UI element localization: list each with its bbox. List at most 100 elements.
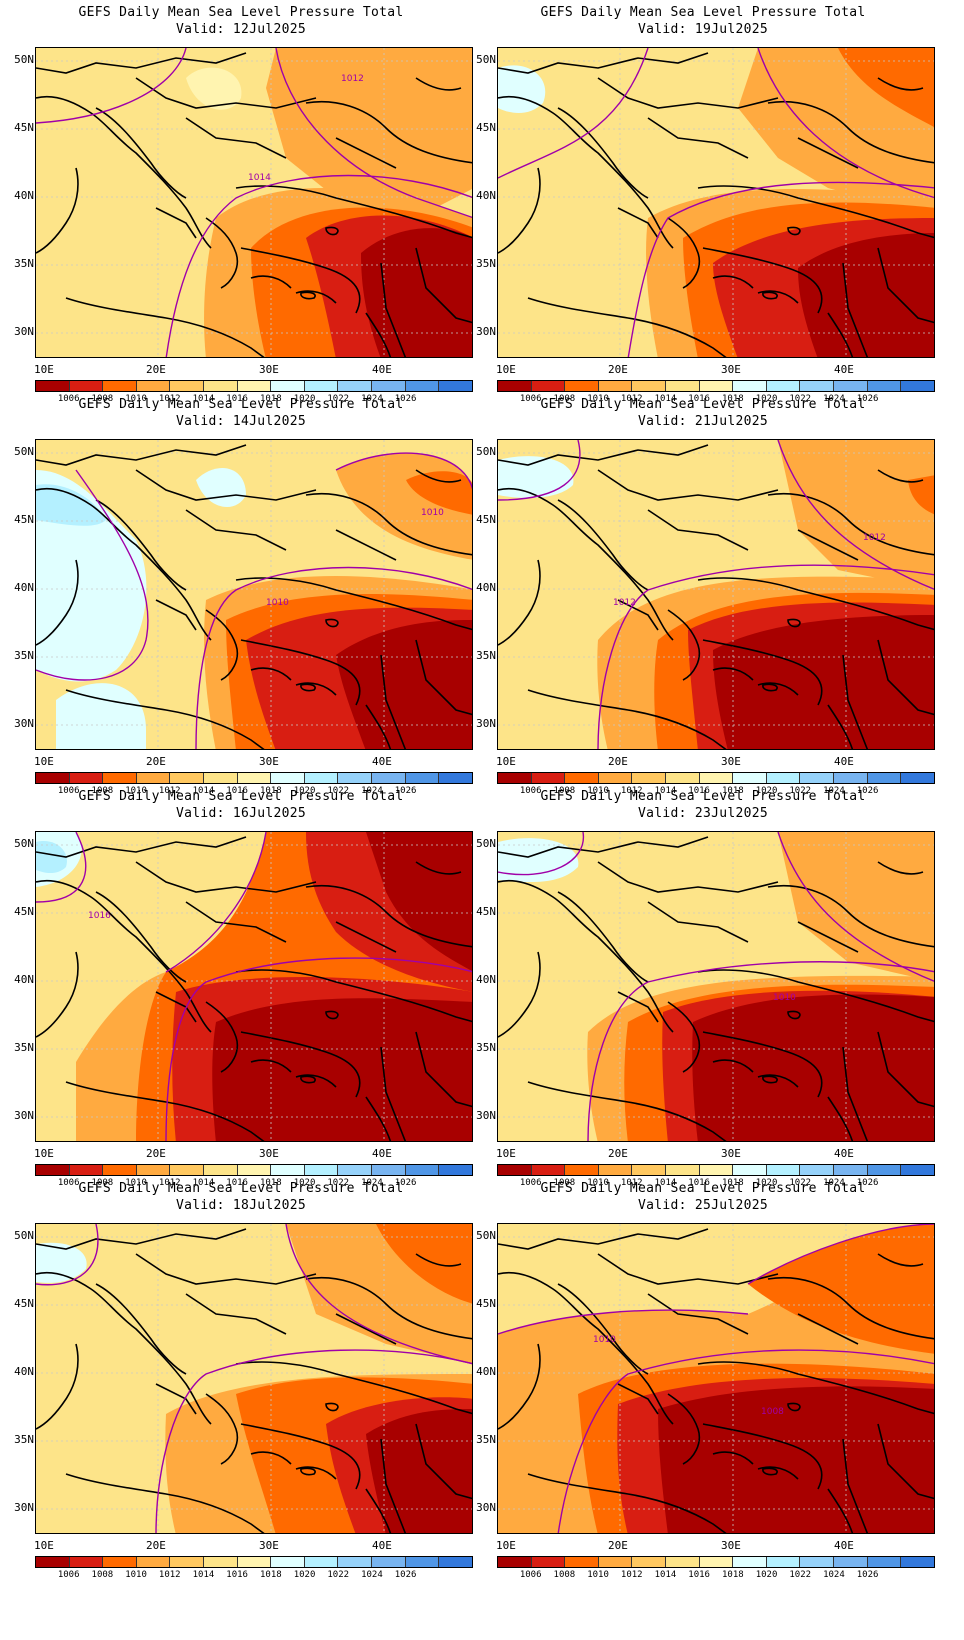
colorbar-swatch [733, 1165, 767, 1175]
coastline [498, 167, 541, 254]
colorbar-swatch [439, 1165, 472, 1175]
pressure-map [35, 1223, 473, 1534]
colorbar-swatch [271, 773, 305, 783]
colorbar-label: 1024 [823, 394, 845, 404]
map-panel: GEFS Daily Mean Sea Level Pressure Total… [462, 0, 944, 410]
pressure-band [266, 48, 472, 218]
coastline [827, 704, 854, 749]
coastline [498, 879, 674, 1033]
coastline [380, 654, 407, 749]
latitude-label: 35N [476, 1041, 496, 1054]
coastline [380, 1046, 407, 1141]
colorbar-label: 1026 [856, 1570, 879, 1580]
coastline [767, 492, 934, 556]
pressure-band [336, 620, 472, 749]
colorbar-swatch [405, 773, 440, 783]
coastline [305, 100, 472, 164]
colorbar-label: 1020 [755, 1570, 778, 1580]
colorbar-swatch [901, 773, 934, 783]
pressure-band [908, 475, 934, 515]
latitude-label: 35N [14, 257, 34, 270]
colorbar-swatch [237, 1165, 272, 1175]
pressure-band [212, 998, 472, 1141]
coastline [36, 95, 212, 249]
coastline [787, 226, 801, 236]
coastline [757, 682, 799, 696]
coastline [36, 1343, 79, 1430]
colorbar-swatch [699, 773, 734, 783]
colorbar-label: 1022 [789, 786, 812, 796]
pressure-map: 1010 1010 [35, 439, 473, 750]
coastline [65, 1081, 265, 1141]
coastline [597, 77, 779, 109]
coastline [697, 185, 934, 239]
latitude-label: 45N [14, 513, 34, 526]
coastline [877, 1031, 934, 1108]
colorbar-swatch [834, 381, 868, 391]
coastline [365, 704, 392, 749]
coastline [240, 247, 361, 314]
coastline [415, 247, 472, 324]
latitude-label: 35N [476, 1433, 496, 1446]
colorbar-swatch [498, 773, 532, 783]
colorbar-swatch [800, 1557, 835, 1567]
pressure-band [498, 456, 574, 498]
colorbar-label: 1026 [856, 1178, 879, 1188]
coastline [36, 487, 212, 641]
colorbar-swatch [69, 1557, 104, 1567]
isobar-label: 1010 [773, 993, 796, 1003]
colorbar [35, 1556, 473, 1568]
longitude-label: 30E [721, 755, 741, 768]
colorbar-swatch [834, 1557, 868, 1567]
longitude-label: 10E [496, 1539, 516, 1552]
coastline [557, 891, 649, 983]
coastline [827, 1488, 854, 1533]
latitude-label: 40N [14, 1365, 34, 1378]
coastline [762, 1467, 778, 1476]
pressure-map: 1012 1014 [35, 47, 473, 358]
colorbar-swatch [36, 1165, 70, 1175]
pressure-band [186, 67, 242, 110]
coastline [135, 469, 317, 501]
colorbar-swatch [304, 381, 339, 391]
colorbar-label: 1006 [519, 1570, 542, 1580]
coastline [185, 117, 287, 159]
pressure-band [658, 1386, 934, 1533]
coastline [498, 559, 541, 646]
longitude-label: 40E [834, 1539, 854, 1552]
isobar-line [36, 832, 87, 903]
colorbar-swatch [136, 1165, 171, 1175]
latitude-label: 30N [14, 325, 34, 338]
coastline [325, 618, 339, 628]
latitude-label: 45N [476, 905, 496, 918]
colorbar-swatch [867, 1165, 902, 1175]
pressure-map: 1016 [35, 831, 473, 1142]
colorbar-swatch [699, 1165, 734, 1175]
coastline [697, 969, 934, 1023]
colorbar-swatch [666, 381, 700, 391]
coastline [498, 444, 709, 466]
colorbar-swatch [439, 1557, 472, 1567]
colorbar-label: 1018 [722, 1570, 744, 1580]
colorbar-swatch [36, 773, 70, 783]
coastline [135, 77, 317, 109]
colorbar-label: 1016 [226, 1178, 248, 1188]
coastline [235, 969, 472, 1023]
coastline [365, 1488, 392, 1533]
colorbar-label: 1022 [327, 1570, 350, 1580]
coastline [827, 312, 854, 357]
pressure-band [366, 832, 472, 971]
panel-title: GEFS Daily Mean Sea Level Pressure Total [540, 1181, 866, 1196]
colorbar-label: 1018 [722, 1178, 744, 1188]
longitude-label: 30E [721, 1147, 741, 1160]
colorbar-swatch [69, 1165, 104, 1175]
colorbar-swatch [136, 1557, 171, 1567]
colorbar-swatch [901, 381, 934, 391]
colorbar-swatch [766, 381, 801, 391]
colorbar [497, 1164, 935, 1176]
pressure-band [838, 48, 934, 127]
panel-valid-date: Valid: 14Jul2025 [175, 414, 307, 429]
coastline [597, 1253, 779, 1285]
coastline [365, 1096, 392, 1141]
panel-title: GEFS Daily Mean Sea Level Pressure Total [78, 5, 404, 20]
